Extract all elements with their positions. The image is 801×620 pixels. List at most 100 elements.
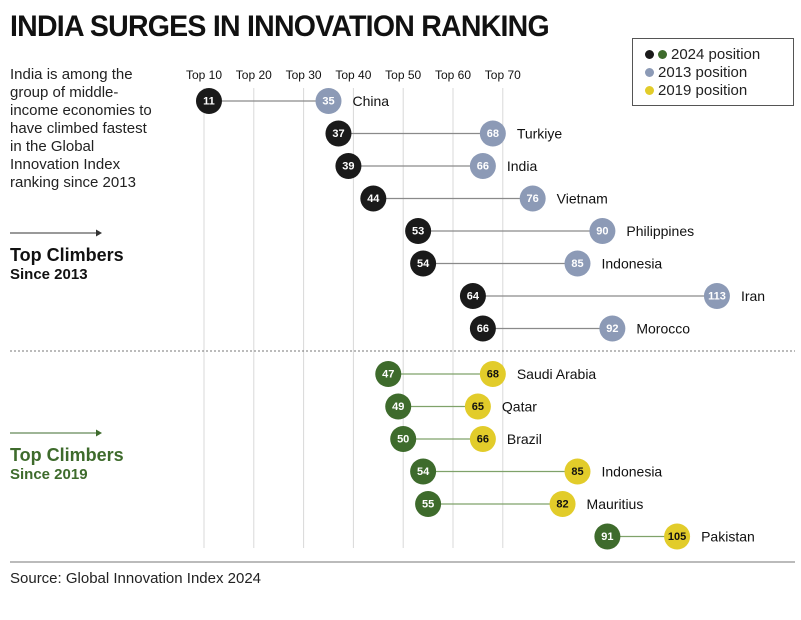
rank-2019-label-indonesia-2019: 85: [571, 466, 583, 478]
group-label-2019-line2: Since 2019: [10, 466, 88, 483]
dot-2013-philippines-2013: [589, 218, 616, 244]
country-label-indonesia-2013: Indonesia: [602, 256, 663, 272]
legend-dot-2013: [645, 68, 654, 77]
rank-2013-label-vietnam-2013: 76: [527, 193, 539, 205]
dot-2024-mauritius-2019: [415, 491, 442, 517]
dot-2019-pakistan-2019: [664, 523, 691, 550]
rank-2024-label-vietnam-2013: 44: [367, 193, 380, 205]
rank-2024-label-philippines-2013: 53: [412, 226, 424, 238]
group-label-2013-line2: Since 2013: [10, 266, 88, 283]
rank-2013-label-india-2013: 66: [477, 161, 489, 173]
dot-2013-iran-2013: [703, 283, 730, 309]
rank-2019-label-saudi-arabia-2019: 68: [487, 369, 499, 381]
rank-2024-label-morocco-2013: 66: [477, 323, 489, 335]
dot-2019-brazil-2019: [469, 426, 496, 452]
dot-2024-turkiye-2013: [325, 120, 352, 147]
legend-label-2013: 2013 position: [658, 64, 748, 81]
rank-2013-label-iran-2013: 113: [708, 291, 726, 303]
dot-2024-pakistan-2019: [594, 523, 621, 550]
country-label-vietnam-2013: Vietnam: [557, 191, 608, 207]
rank-2019-label-mauritius-2019: 82: [556, 499, 568, 511]
dot-2013-china-2013: [315, 88, 342, 114]
rank-2024-label-saudi-arabia-2019: 47: [382, 369, 394, 381]
legend-item-2019: 2019 position: [645, 82, 747, 99]
x-tick-label-50: Top 50: [385, 68, 421, 82]
x-tick-label-30: Top 30: [286, 68, 322, 82]
rank-2013-label-turkiye-2013: 68: [487, 128, 499, 140]
dot-2024-china-2013: [195, 88, 222, 114]
x-tick-label-20: Top 20: [236, 68, 272, 82]
x-tick-label-60: Top 60: [435, 68, 471, 82]
legend-item-2024: 2024 position: [645, 46, 760, 63]
rank-2024-label-indonesia-2019: 54: [417, 466, 430, 478]
country-label-saudi-arabia-2019: Saudi Arabia: [517, 366, 597, 382]
group-label-since-2019: Top Climbers Since 2019: [10, 446, 124, 484]
rank-2024-label-indonesia-2013: 54: [417, 258, 430, 270]
rank-2019-label-brazil-2019: 66: [477, 434, 489, 446]
dot-2019-mauritius-2019: [549, 491, 576, 517]
country-label-pakistan-2019: Pakistan: [701, 529, 755, 545]
dot-2024-vietnam-2013: [360, 185, 387, 212]
rank-2024-label-turkiye-2013: 37: [332, 128, 344, 140]
x-tick-label-70: Top 70: [485, 68, 521, 82]
dot-2024-qatar-2019: [385, 393, 412, 420]
rank-2024-label-india-2013: 39: [342, 161, 354, 173]
country-label-iran-2013: Iran: [741, 288, 765, 304]
legend-label-2024: 2024 position: [671, 46, 761, 63]
rank-2024-label-pakistan-2019: 91: [601, 531, 613, 543]
group-label-2013-line1: Top Climbers: [10, 245, 124, 265]
rank-2013-label-china-2013: 35: [322, 96, 334, 108]
legend-item-2013: 2013 position: [645, 64, 747, 81]
rank-2013-label-indonesia-2013: 85: [571, 258, 583, 270]
dot-2024-philippines-2013: [405, 218, 432, 244]
dot-2024-indonesia-2019: [410, 458, 437, 485]
dot-2019-qatar-2019: [464, 393, 491, 420]
rank-2024-label-china-2013: 11: [203, 96, 215, 108]
legend-dot-2024-black: [645, 50, 654, 59]
arrow-since-2019-head: [96, 429, 102, 437]
dot-2013-vietnam-2013: [519, 185, 546, 212]
country-label-qatar-2019: Qatar: [502, 399, 537, 415]
legend-dot-2024-green: [658, 50, 667, 59]
dot-2013-india-2013: [469, 153, 496, 179]
country-label-mauritius-2019: Mauritius: [587, 496, 644, 512]
country-label-philippines-2013: Philippines: [626, 223, 694, 239]
arrow-since-2013-head: [96, 229, 102, 237]
dot-2019-indonesia-2019: [564, 458, 591, 485]
dot-2024-saudi-arabia-2019: [375, 361, 402, 387]
dot-2024-brazil-2019: [390, 426, 417, 452]
group-label-since-2013: Top Climbers Since 2013: [10, 246, 124, 284]
rank-2019-label-qatar-2019: 65: [472, 401, 484, 413]
country-label-morocco-2013: Morocco: [636, 321, 690, 337]
dot-2024-iran-2013: [459, 283, 486, 309]
dot-2024-morocco-2013: [469, 315, 496, 342]
country-label-brazil-2019: Brazil: [507, 431, 542, 447]
country-label-indonesia-2019: Indonesia: [602, 464, 663, 480]
legend-label-2019: 2019 position: [658, 82, 748, 99]
rank-2024-label-brazil-2019: 50: [397, 434, 409, 446]
dot-2013-morocco-2013: [599, 315, 626, 342]
rank-2013-label-philippines-2013: 90: [596, 226, 608, 238]
group-label-2019-line1: Top Climbers: [10, 445, 124, 465]
rank-2024-label-qatar-2019: 49: [392, 401, 404, 413]
dot-2024-india-2013: [335, 153, 362, 179]
dot-2024-indonesia-2013: [410, 250, 437, 277]
x-tick-label-10: Top 10: [186, 68, 222, 82]
country-label-india-2013: India: [507, 158, 538, 174]
legend-dot-2019: [645, 86, 654, 95]
rank-2019-label-pakistan-2019: 105: [668, 531, 686, 543]
dot-2013-indonesia-2013: [564, 250, 591, 277]
country-label-turkiye-2013: Turkiye: [517, 126, 563, 142]
source-note: Source: Global Innovation Index 2024: [10, 570, 262, 587]
country-label-china-2013: China: [353, 93, 390, 109]
rank-2024-label-mauritius-2019: 55: [422, 499, 434, 511]
intro-text: India is among the group of middle-incom…: [10, 66, 152, 191]
dot-2019-saudi-arabia-2019: [479, 361, 506, 387]
dot-2013-turkiye-2013: [479, 120, 506, 147]
legend: 2024 position 2013 position 2019 positio…: [632, 38, 794, 106]
chart-title: INDIA SURGES IN INNOVATION RANKING: [10, 10, 550, 43]
rank-2024-label-iran-2013: 64: [467, 291, 480, 303]
rank-2013-label-morocco-2013: 92: [606, 323, 618, 335]
x-tick-label-40: Top 40: [335, 68, 371, 82]
